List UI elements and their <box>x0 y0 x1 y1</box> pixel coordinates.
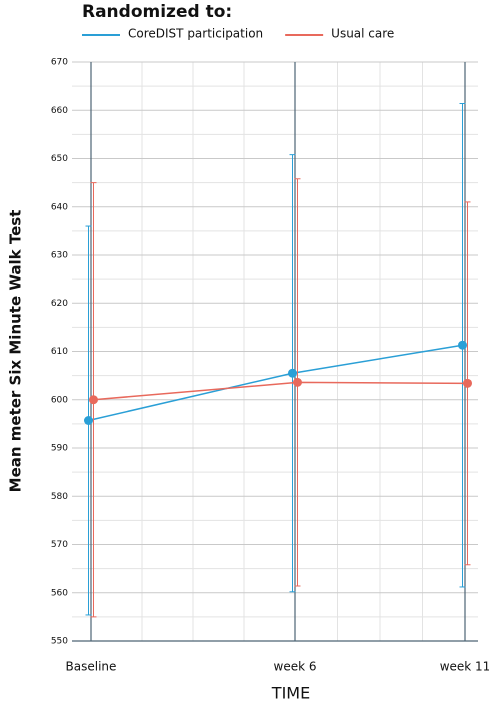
y-tick-label: 610 <box>51 347 68 357</box>
y-tick-label: 630 <box>51 251 68 261</box>
legend-label: CoreDIST participation <box>128 27 263 41</box>
y-tick-label: 570 <box>51 540 68 550</box>
y-tick-label: 580 <box>51 492 68 502</box>
point <box>89 395 98 405</box>
y-tick-label: 590 <box>51 444 68 454</box>
point <box>293 377 302 387</box>
y-tick-label: 620 <box>51 299 68 309</box>
x-tick-label: week 11 <box>440 660 489 674</box>
y-axis-label: Mean meter Six Minute Walk Test <box>7 210 25 493</box>
y-tick-label: 670 <box>51 58 68 68</box>
legend-title: Randomized to: <box>82 2 232 22</box>
y-tick-label: 550 <box>51 637 68 647</box>
legend-label: Usual care <box>331 27 394 41</box>
x-axis-label: TIME <box>271 684 310 703</box>
y-tick-label: 650 <box>51 154 68 164</box>
point <box>84 415 93 425</box>
y-tick-label: 560 <box>51 588 68 598</box>
x-tick-label: Baseline <box>66 660 117 674</box>
y-tick-label: 600 <box>51 395 68 405</box>
point <box>288 368 297 378</box>
y-tick-label: 660 <box>51 106 68 116</box>
point <box>463 378 472 388</box>
x-tick-label: week 6 <box>274 660 317 674</box>
y-tick-label: 640 <box>51 202 68 212</box>
point <box>458 340 467 350</box>
